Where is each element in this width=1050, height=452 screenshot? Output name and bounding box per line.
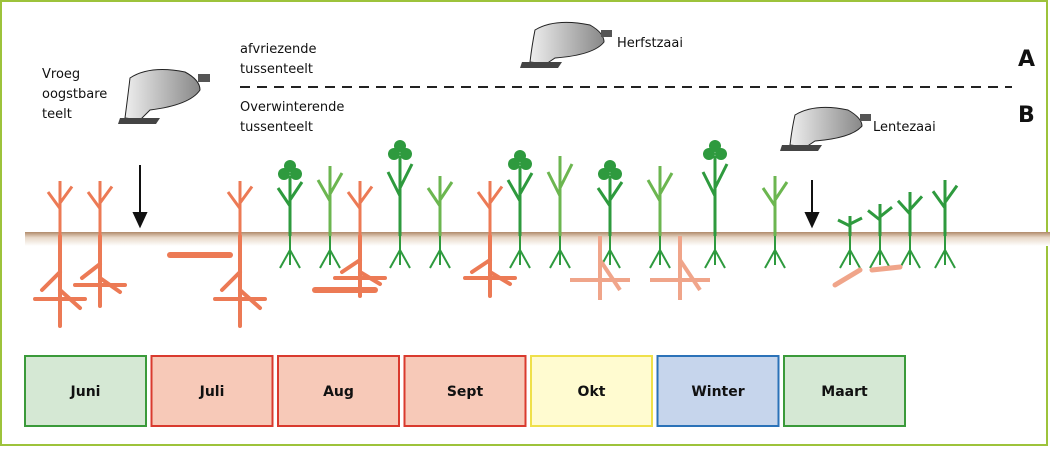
label: tussenteelt: [240, 62, 313, 77]
stem: [933, 180, 957, 236]
stem: [703, 156, 727, 236]
stem: [763, 176, 787, 236]
stem: [228, 181, 252, 236]
stem: [88, 181, 112, 236]
month-label: Juni: [70, 384, 101, 400]
root: [35, 236, 85, 326]
stem: [318, 166, 342, 236]
stem: [478, 181, 502, 236]
stem: [508, 166, 532, 236]
month-label: Aug: [323, 384, 354, 400]
stem: [898, 192, 922, 236]
leaf: [604, 160, 616, 172]
month-label: Maart: [821, 384, 868, 400]
stem: [348, 181, 372, 236]
month-label: Winter: [691, 384, 744, 400]
leaf: [284, 160, 296, 172]
soil: [25, 232, 1050, 246]
label: Lentezaai: [873, 120, 936, 135]
month-label: Sept: [447, 384, 484, 400]
row-label: A: [1018, 47, 1035, 72]
stem: [428, 176, 452, 236]
plough: [520, 22, 612, 68]
label: Herfstzaai: [617, 36, 683, 51]
stem: [278, 176, 302, 236]
leaf: [514, 150, 526, 162]
label: oogstbare: [42, 87, 107, 102]
plough: [118, 70, 210, 124]
label: tussenteelt: [240, 120, 313, 135]
root: [75, 236, 125, 306]
stem: [388, 156, 412, 236]
stem: [598, 176, 622, 236]
root: [835, 267, 900, 285]
label: afvriezende: [240, 42, 317, 57]
page: Vroeg oogstbare teelt afvriezende tussen…: [0, 0, 1050, 452]
month-label: Okt: [578, 384, 606, 400]
stem: [868, 204, 892, 236]
leaf: [709, 140, 721, 152]
month-row: Juni Juli Aug Sept Okt Winter Maart: [25, 356, 905, 426]
label: teelt: [42, 107, 72, 122]
root: [215, 236, 265, 326]
label: Overwinterende: [240, 100, 344, 115]
leaf: [394, 140, 406, 152]
month-label: Juli: [199, 384, 225, 400]
plough: [780, 107, 871, 151]
row-label: B: [1018, 103, 1035, 128]
stem: [648, 166, 672, 236]
label: Vroeg: [42, 67, 80, 82]
stem: [48, 181, 72, 236]
stem: [548, 156, 572, 236]
diagram: Vroeg oogstbare teelt afvriezende tussen…: [0, 0, 1050, 448]
